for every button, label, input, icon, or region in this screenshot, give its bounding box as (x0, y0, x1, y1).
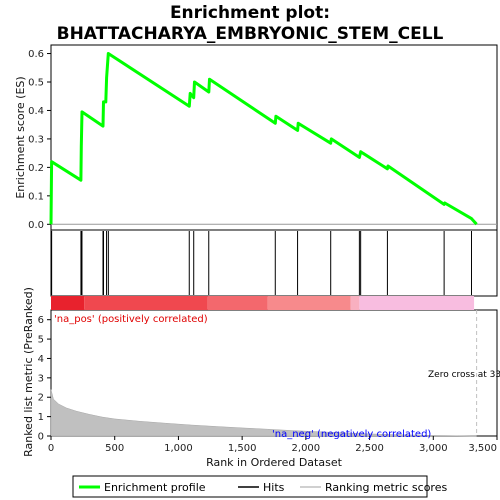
metric-tick-label: 1 (38, 412, 44, 423)
colorbar-segment (350, 296, 360, 310)
pos-correlated-label: 'na_pos' (positively correlated) (54, 314, 208, 325)
es-panel-frame (50, 44, 498, 231)
legend-metric-label: Ranking metric scores (325, 481, 447, 494)
metric-panel-frame (50, 309, 498, 437)
ranking-colorbar (51, 296, 475, 310)
chart-title-line1: Enrichment plot: (170, 3, 330, 23)
hits-panel-frame (50, 229, 498, 297)
es-tick-label: 0.2 (28, 163, 44, 174)
x-tick-label: 1,000 (164, 443, 193, 454)
es-tick-label: 0.4 (28, 106, 44, 117)
es-tick-label: 0.3 (28, 134, 44, 145)
metric-tick-label: 6 (38, 315, 44, 326)
x-tick-label: 2,000 (292, 443, 321, 454)
chart-title-line2: BHATTACHARYA_EMBRYONIC_STEM_CELL (57, 24, 444, 44)
colorbar-segment (359, 296, 475, 310)
metric-tick-label: 2 (38, 393, 44, 404)
es-tick-label: 0.5 (28, 78, 44, 89)
colorbar-segment (84, 296, 208, 310)
metric-area (50, 389, 477, 437)
es-tick-label: 0.6 (28, 49, 44, 60)
metric-tick-label: 0 (38, 432, 44, 443)
es-profile-line (49, 52, 478, 226)
metric-tick-label: 4 (38, 354, 44, 365)
legend: Enrichment profile Hits Ranking metric s… (72, 475, 447, 498)
x-tick-label: 0 (48, 443, 54, 454)
colorbar-segment (207, 296, 268, 310)
x-tick-label: 2,500 (355, 443, 384, 454)
neg-correlated-label: 'na_neg' (negatively correlated) (272, 429, 431, 440)
hit-markers (51, 231, 473, 295)
es-tick-label: 0.1 (28, 191, 44, 202)
zero-cross-label: Zero cross at 3340 (428, 370, 500, 380)
x-tick-label: 1,500 (228, 443, 257, 454)
colorbar-segment (51, 296, 85, 310)
es-y-ticks: 0.0 0.1 0.2 0.3 0.4 0.5 0.6 (28, 49, 51, 231)
x-axis-label: Rank in Ordered Dataset (206, 456, 343, 469)
es-tick-label: 0.0 (28, 220, 44, 231)
colorbar-segment (267, 296, 351, 310)
legend-es-label: Enrichment profile (104, 481, 206, 494)
metric-tick-label: 5 (38, 335, 44, 346)
x-tick-label: 500 (105, 443, 124, 454)
metric-area-group (50, 310, 478, 437)
es-y-axis-label: Enrichment score (ES) (14, 76, 27, 198)
metric-y-axis-label: Ranked list metric (PreRanked) (22, 287, 35, 457)
legend-hits-label: Hits (263, 481, 285, 494)
es-line-group (49, 52, 478, 226)
x-tick-label: 3,500 (468, 443, 497, 454)
metric-y-ticks: 0 1 2 3 4 5 6 (38, 315, 51, 443)
x-tick-label: 3,000 (419, 443, 448, 454)
x-axis-ticks: 0 500 1,000 1,500 2,000 2,500 3,000 3,500 (48, 436, 498, 454)
metric-tick-label: 3 (38, 373, 44, 384)
